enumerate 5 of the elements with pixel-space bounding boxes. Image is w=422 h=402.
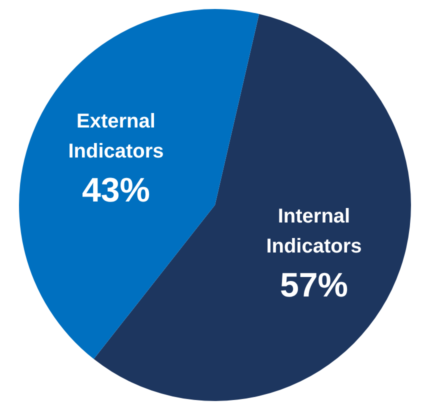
- slice-label: Internal Indicators: [266, 205, 362, 258]
- pie-slice: [19, 9, 260, 360]
- data-label: 43%: [82, 172, 150, 210]
- data-label: 57%: [280, 266, 348, 304]
- slice-label: External Indicators: [68, 110, 164, 163]
